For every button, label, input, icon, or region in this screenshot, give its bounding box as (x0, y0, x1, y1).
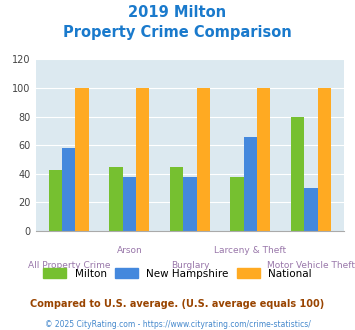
Bar (123, 177, 136, 231)
Text: Compared to U.S. average. (U.S. average equals 100): Compared to U.S. average. (U.S. average … (31, 299, 324, 309)
Bar (170, 167, 183, 231)
Bar (62, 148, 76, 231)
Bar (136, 88, 149, 231)
Text: Motor Vehicle Theft: Motor Vehicle Theft (267, 261, 355, 270)
Text: All Property Crime: All Property Crime (28, 261, 110, 270)
Bar (318, 88, 331, 231)
Text: 2019 Milton: 2019 Milton (129, 5, 226, 20)
Bar (76, 88, 89, 231)
Text: © 2025 CityRating.com - https://www.cityrating.com/crime-statistics/: © 2025 CityRating.com - https://www.city… (45, 320, 310, 329)
Text: Larceny & Theft: Larceny & Theft (214, 246, 286, 255)
Bar (49, 170, 62, 231)
Bar (109, 167, 123, 231)
Bar (257, 88, 271, 231)
Bar (304, 188, 318, 231)
Text: Property Crime Comparison: Property Crime Comparison (63, 25, 292, 40)
Bar (291, 116, 304, 231)
Legend: Milton, New Hampshire, National: Milton, New Hampshire, National (39, 264, 316, 283)
Bar (197, 88, 210, 231)
Bar (244, 137, 257, 231)
Text: Arson: Arson (116, 246, 142, 255)
Bar (230, 177, 244, 231)
Text: Burglary: Burglary (171, 261, 209, 270)
Bar (183, 177, 197, 231)
